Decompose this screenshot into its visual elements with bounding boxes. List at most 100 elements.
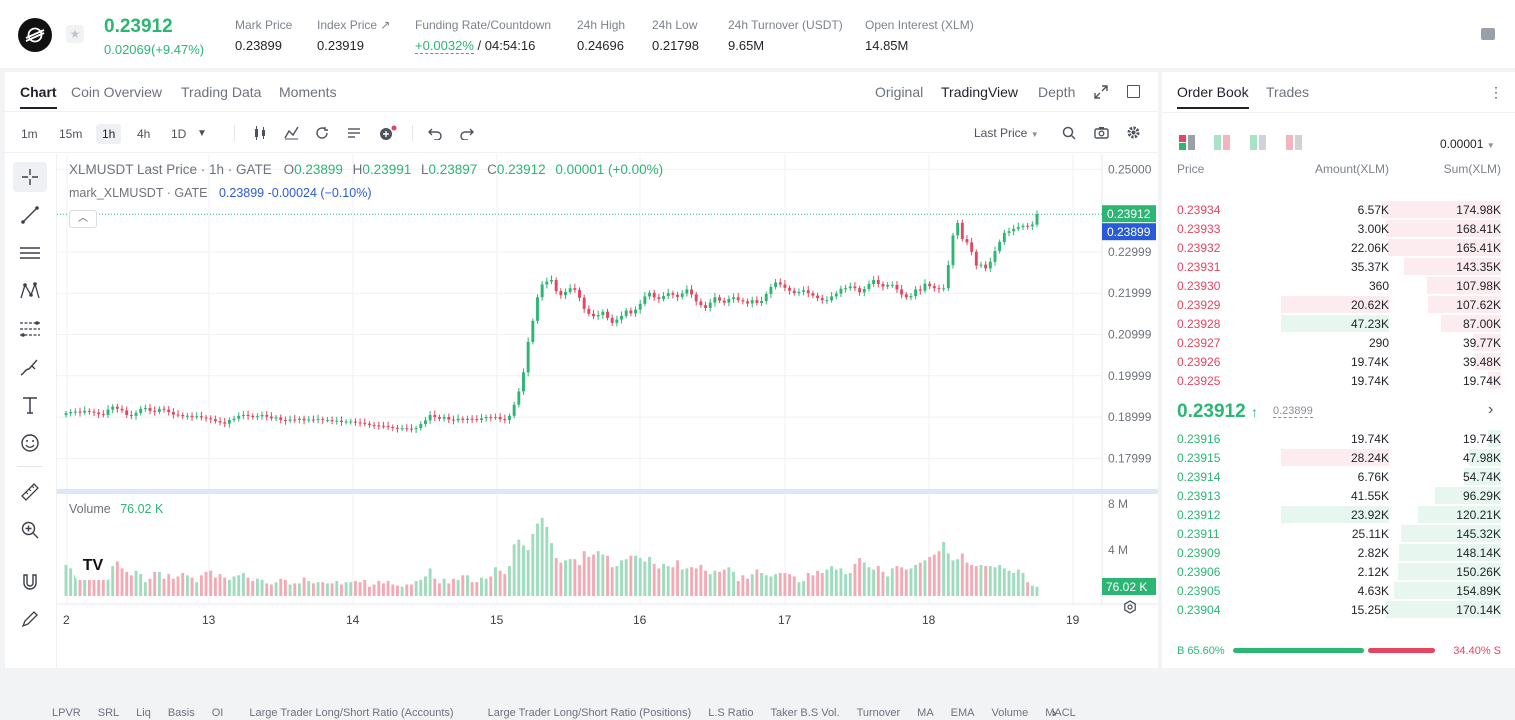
undo-icon[interactable] [428,126,442,140]
tab-moments[interactable]: Moments [279,84,337,100]
favorite-star-icon[interactable]: ★ [66,25,84,43]
zoom-in-icon[interactable] [13,515,47,545]
search-icon[interactable] [1062,126,1076,140]
more-menu-icon[interactable]: ⋮ [1489,84,1503,100]
candle-body [185,415,189,417]
ask-row[interactable]: 0.23926 19.74K 39.48K [1162,352,1515,371]
ask-row[interactable]: 0.23932 22.06K 165.41K [1162,238,1515,257]
indicator-item[interactable]: Basis [167,707,195,719]
book-icon[interactable] [1481,28,1495,40]
pattern-icon[interactable] [13,276,47,306]
indicator-item[interactable]: Turnover [856,707,901,719]
bid-row[interactable]: 0.23906 2.12K 150.26K [1162,562,1515,581]
trend-line-icon[interactable] [13,200,47,230]
bid-row[interactable]: 0.23905 4.63K 154.89K [1162,581,1515,600]
ask-row[interactable]: 0.23927 290 39.77K [1162,333,1515,352]
layout-split-icon[interactable] [1214,135,1230,150]
volume-bar [190,577,194,596]
fib-icon[interactable] [13,314,47,344]
ask-row[interactable]: 0.23933 3.00K 168.41K [1162,219,1515,238]
ask-row[interactable]: 0.23930 360 107.98K [1162,276,1515,295]
bid-row[interactable]: 0.23909 2.82K 148.14K [1162,543,1515,562]
alert-add-icon[interactable] [379,125,397,141]
tab-trades[interactable]: Trades [1266,84,1310,100]
indicator-item[interactable]: LPVR [52,707,81,719]
magnet-icon[interactable] [13,567,47,597]
settings-gear-icon[interactable] [1126,125,1141,140]
compare-icon[interactable] [315,126,329,140]
interval-1h[interactable]: 1h [96,124,122,144]
indicator-item[interactable]: Large Trader Long/Short Ratio (Positions… [487,707,692,719]
indicator-item[interactable]: Large Trader Long/Short Ratio (Accounts) [249,707,454,719]
layout-both-icon[interactable] [1179,135,1195,150]
pencil-lock-icon[interactable] [13,604,47,634]
time-tick-label: 16 [633,613,647,627]
emoji-icon[interactable] [13,428,47,458]
tab-chart[interactable]: Chart [20,84,57,109]
axis-settings-icon[interactable] [1123,600,1137,614]
volume-tick-label: 4 M [1108,543,1128,557]
volume-bar [554,558,558,596]
funding-rate[interactable]: +0.0032% [415,38,474,54]
indicator-item[interactable]: L.S Ratio [708,707,754,719]
volume-bar [363,579,367,596]
indicator-item[interactable]: MA [917,707,934,719]
indicator-item[interactable]: OI [211,707,224,719]
view-depth[interactable]: Depth [1038,84,1076,100]
indicator-item[interactable]: Liq [136,707,151,719]
ask-row[interactable]: 0.23929 20.62K 107.62K [1162,295,1515,314]
indicators-icon[interactable] [284,126,299,140]
crosshair-icon[interactable] [13,162,47,192]
bid-row[interactable]: 0.23915 28.24K 47.98K [1162,448,1515,467]
indicator-item[interactable]: MACL [1045,707,1076,719]
candle-body [148,407,152,411]
interval-dropdown-icon[interactable]: ▼ [197,128,207,139]
price-source-select[interactable]: Last Price ▼ [974,126,1039,140]
redo-icon[interactable] [460,126,474,140]
templates-icon[interactable] [347,126,361,140]
camera-icon[interactable] [1094,126,1109,139]
horizontal-lines-icon[interactable] [13,238,47,268]
stat-index-price[interactable]: Index Price ↗ 0.23919 [317,18,390,53]
chart-plot-area[interactable]: 0.25000 0.22999 0.21999 0.20999 0.19999 0.189… [52,154,1158,720]
tab-trading-data[interactable]: Trading Data [181,84,262,100]
view-tradingview[interactable]: TradingView [941,84,1019,100]
ask-row[interactable]: 0.23931 35.37K 143.35K [1162,257,1515,276]
precision-select[interactable]: 0.00001 ▼ [1440,137,1495,151]
layout-asks-icon[interactable] [1286,135,1302,150]
volume-value: 76.02 K [120,502,164,516]
tradingview-logo-icon[interactable]: TV [75,552,111,580]
bid-row[interactable]: 0.23914 6.76K 54.74K [1162,467,1515,486]
collapse-legend-button[interactable]: ︿ [69,210,97,228]
tab-order-book[interactable]: Order Book [1177,84,1249,109]
indicator-item[interactable]: Taker B.S Vol. [770,707,840,719]
view-original[interactable]: Original [875,84,924,100]
bid-row[interactable]: 0.23912 23.92K 120.21K [1162,505,1515,524]
chevron-right-icon[interactable]: › [1488,401,1494,418]
bid-row[interactable]: 0.23913 41.55K 96.29K [1162,486,1515,505]
interval-1d[interactable]: 1D [171,127,187,141]
symbol-label: XLMUSDT Last Price · 1h · GATE [69,162,272,177]
chevron-right-icon[interactable]: › [1052,705,1057,720]
interval-1m[interactable]: 1m [21,127,38,141]
ask-row[interactable]: 0.23928 47.23K 87.00K [1162,314,1515,333]
fullscreen-icon[interactable] [1094,85,1108,99]
indicator-item[interactable]: SRL [97,707,120,719]
window-icon[interactable] [1127,85,1140,98]
volume-last-badge [1102,578,1156,595]
interval-4h[interactable]: 4h [137,127,151,141]
bid-row[interactable]: 0.23904 15.25K 170.14K [1162,600,1515,619]
ask-row[interactable]: 0.23925 19.74K 19.74K [1162,371,1515,390]
interval-15m[interactable]: 15m [59,127,83,141]
layout-bids-icon[interactable] [1250,135,1266,150]
ask-row[interactable]: 0.23934 6.57K 174.98K [1162,200,1515,219]
tab-coin-overview[interactable]: Coin Overview [71,84,163,100]
bid-row[interactable]: 0.23916 19.74K 19.74K [1162,429,1515,448]
brush-icon[interactable] [13,352,47,382]
ruler-icon[interactable] [13,477,47,507]
text-tool-icon[interactable] [13,390,47,420]
indicator-item[interactable]: EMA [950,707,975,719]
indicator-item[interactable]: Volume [991,707,1029,719]
bid-row[interactable]: 0.23911 25.11K 145.32K [1162,524,1515,543]
candles-icon[interactable] [253,126,267,140]
